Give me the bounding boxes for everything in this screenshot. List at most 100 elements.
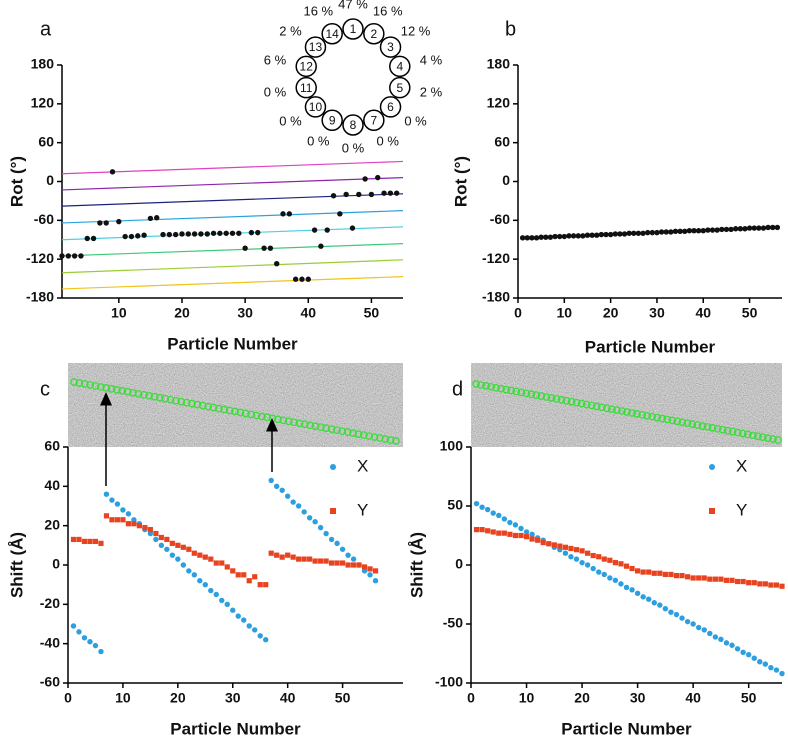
point [71,253,78,259]
point [312,558,318,564]
point [103,491,110,497]
point [268,477,274,484]
point [651,570,657,576]
particle-box [507,386,516,395]
point [210,230,217,236]
wheel-node [389,55,411,78]
point [757,581,763,587]
point [136,523,142,529]
x-tick-label: 40 [280,690,296,706]
point [361,564,368,570]
wheel-node [363,109,385,131]
particle-box [663,415,672,424]
point [651,600,657,606]
y-tick-label: 60 [494,133,510,149]
point [350,556,357,562]
point [540,539,546,546]
particle-box [279,416,288,425]
point [387,190,394,196]
particle-box [150,392,159,401]
particle-box [317,423,325,432]
point [350,562,357,568]
wheel-node [363,23,385,45]
panel-label: c [40,378,50,400]
x-tick-label: 20 [170,690,186,706]
point [649,229,656,236]
y-tick-label: 0 [46,172,54,188]
point [631,230,637,236]
particle-box [215,404,223,413]
point [339,546,346,552]
particle-box [129,388,137,397]
y-tick-label: 120 [31,95,55,111]
point [712,634,719,640]
point [762,661,769,667]
point [745,651,752,658]
point [705,227,711,233]
point [768,582,774,588]
y-tick-label: 40 [44,477,60,493]
x-tick-label: 30 [225,690,241,706]
particle-box [177,397,186,406]
point [663,229,669,235]
particle-box [603,404,611,413]
wheel-number: 8 [350,118,357,132]
point [640,230,646,236]
point [246,578,252,584]
point [485,528,491,534]
point [147,215,154,222]
y-axis-label: Shift (Å) [407,532,426,598]
point [596,569,602,575]
wheel-number: 1 [350,22,357,36]
point [646,596,652,602]
y-tick-label: -60 [490,211,510,227]
particle-box [557,396,566,404]
point [158,542,165,549]
wheel-node [389,76,411,99]
point [696,575,702,581]
particle-box [764,434,772,442]
point [78,253,84,259]
wheel-node [379,96,402,118]
point [87,639,93,645]
point [76,629,82,635]
point [329,560,335,566]
point [290,499,296,505]
point [356,562,362,568]
point [114,501,121,507]
particle-box [354,430,363,438]
particle-box [738,429,747,438]
point [679,615,685,621]
point [700,227,706,234]
point [686,227,693,234]
particle-box [306,421,314,430]
point [339,560,346,566]
particle-box [658,414,667,423]
wheel-node [295,55,317,78]
point [84,235,90,242]
legend-label: X [357,456,368,475]
particle-box [80,380,89,388]
wheel-number: 6 [387,100,394,114]
point [594,232,600,238]
particle-box [769,435,777,443]
particle-box [386,436,395,444]
y-axis-label: Shift (Å) [7,532,26,598]
point [677,228,683,235]
particle-box [284,417,293,426]
x-tick-label: 40 [300,305,316,321]
particle-box [236,408,245,417]
point [98,540,104,546]
point [268,550,274,556]
particle-box [537,392,546,400]
point [142,525,148,531]
point [356,191,362,198]
point [618,561,624,567]
point [242,245,248,251]
point [301,556,307,562]
point [518,525,524,532]
point [311,227,318,233]
reference-line [61,160,404,175]
point [701,627,707,633]
x-tick-label: 10 [519,690,535,706]
